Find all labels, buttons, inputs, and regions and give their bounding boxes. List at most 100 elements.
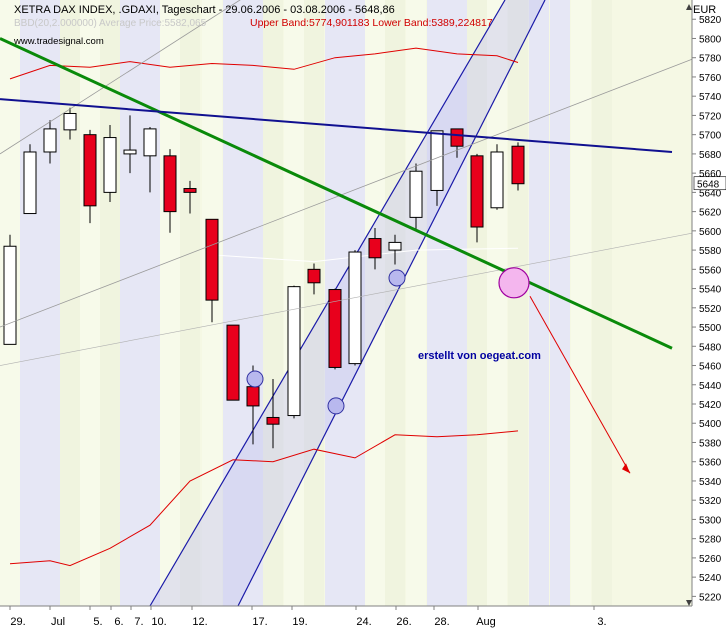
candle-body — [246, 386, 260, 407]
y-tick-label: 5420 — [699, 400, 722, 411]
bear-candle — [511, 142, 525, 191]
bear-candle — [368, 227, 382, 270]
day-stripe — [223, 0, 243, 606]
upper-band-line — [9, 47, 519, 80]
middle-band-line — [211, 247, 519, 263]
day-stripe — [467, 0, 487, 606]
bear-candle — [183, 180, 197, 214]
candle-body — [63, 113, 77, 131]
candle-body — [143, 128, 157, 157]
bull-candle — [388, 234, 402, 265]
forecast-arrowhead — [622, 463, 630, 474]
candle-body — [205, 218, 219, 301]
day-stripe — [160, 0, 180, 606]
y-tick-label: 5440 — [699, 381, 722, 392]
y-tick-label: 5820 — [699, 15, 722, 26]
y-tick-label: 5340 — [699, 477, 722, 488]
last-price-box — [693, 176, 726, 191]
y-tick-label: 5720 — [699, 111, 722, 122]
x-tick-label: 5. — [93, 616, 102, 628]
day-stripe — [508, 0, 528, 606]
bull-candle — [409, 163, 423, 231]
candle-body — [183, 188, 197, 193]
x-tick-label: 7. — [134, 616, 143, 628]
bull-candle — [23, 144, 37, 215]
day-stripe — [529, 0, 549, 606]
day-stripe — [385, 0, 405, 606]
indicator-subtitle: BBD(20,2.000000) Average Price:5582,065 — [14, 18, 207, 29]
y-tick-label: 5220 — [699, 592, 722, 603]
bull-candle — [348, 250, 362, 366]
candle-body — [450, 128, 464, 147]
target-marker — [498, 267, 530, 299]
lower-band-line — [9, 430, 519, 567]
forecast-arrow-line — [529, 296, 631, 474]
y-tick-label: 5360 — [699, 458, 722, 469]
x-tick-label: 28. — [434, 616, 449, 628]
bull-candle — [63, 107, 77, 140]
candle-body — [103, 137, 117, 193]
grey-trendline — [0, 58, 693, 328]
last-price-label: 5648 — [697, 180, 720, 191]
bear-candle — [450, 128, 464, 158]
bull-candle — [43, 120, 57, 164]
day-stripe — [60, 0, 80, 606]
green-downtrend-line — [0, 37, 673, 350]
candle-body — [43, 128, 57, 153]
x-tick-label: Jul — [51, 616, 65, 628]
y-tick-label: 5760 — [699, 73, 722, 84]
x-tick-label: 10. — [151, 616, 166, 628]
candle-body — [388, 241, 402, 251]
markers — [246, 267, 631, 474]
x-tick-label: 19. — [292, 616, 307, 628]
candle-body — [368, 238, 382, 259]
day-stripe — [20, 0, 40, 606]
annotation-text: erstellt von oegeat.com — [418, 350, 541, 362]
y-tick-label: 5280 — [699, 535, 722, 546]
day-stripe — [180, 0, 200, 606]
chart-title: XETRA DAX INDEX, .GDAXI, Tageschart - 29… — [14, 4, 395, 16]
channel-lower-line — [237, 0, 546, 607]
bear-candle — [83, 129, 97, 224]
x-axis-panel — [0, 606, 726, 633]
y-tick-label: 5500 — [699, 323, 722, 334]
day-stripe — [140, 0, 160, 606]
y-tick-label: 5560 — [699, 265, 722, 276]
y-tick-label: 5460 — [699, 362, 722, 373]
x-tick-label: 6. — [114, 616, 123, 628]
scroll-down-icon — [686, 600, 692, 606]
y-tick-label: 5300 — [699, 515, 722, 526]
candle-body — [511, 145, 525, 185]
candle-body — [409, 170, 423, 218]
candle-body — [490, 151, 504, 209]
channel-fill — [150, 0, 545, 606]
candle-body — [3, 245, 17, 345]
y-tick-label: 5480 — [699, 342, 722, 353]
x-tick-label: 24. — [356, 616, 371, 628]
blue-resistance-line — [0, 98, 673, 153]
x-tick-label: 26. — [396, 616, 411, 628]
y-tick-label: 5260 — [699, 554, 722, 565]
y-tick-label: 5540 — [699, 285, 722, 296]
y-tick-label: 5740 — [699, 92, 722, 103]
y-tick-label: 5780 — [699, 54, 722, 65]
day-stripe — [571, 0, 591, 606]
touch-point-marker — [246, 370, 264, 388]
bull-candle — [123, 115, 137, 174]
day-stripe — [304, 0, 324, 606]
scroll-up-icon — [686, 4, 692, 10]
bull-candle — [3, 234, 17, 345]
x-tick-label: 29. — [10, 616, 25, 628]
candlesticks — [3, 107, 525, 449]
bear-candle — [470, 153, 484, 243]
day-stripe — [592, 0, 612, 606]
y-tick-label: 5320 — [699, 496, 722, 507]
bull-candle — [143, 126, 157, 193]
bull-candle — [287, 285, 301, 419]
candle-body — [287, 286, 301, 417]
day-stripe — [365, 0, 385, 606]
day-stripe — [120, 0, 140, 606]
bear-candle — [226, 324, 240, 401]
